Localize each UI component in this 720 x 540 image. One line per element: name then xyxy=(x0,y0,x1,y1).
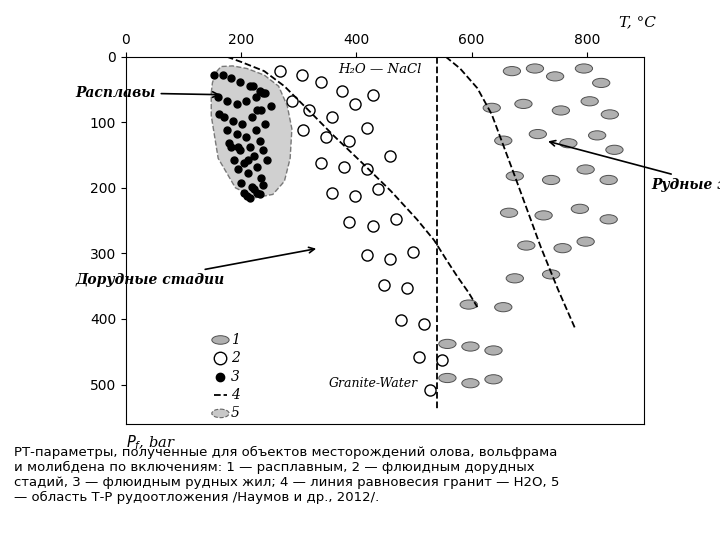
Ellipse shape xyxy=(575,64,593,73)
Polygon shape xyxy=(211,66,292,198)
Ellipse shape xyxy=(518,241,535,250)
Ellipse shape xyxy=(529,130,546,139)
Ellipse shape xyxy=(526,64,544,73)
Ellipse shape xyxy=(581,97,598,106)
Ellipse shape xyxy=(460,300,477,309)
Ellipse shape xyxy=(577,237,594,246)
Ellipse shape xyxy=(483,103,500,112)
Ellipse shape xyxy=(542,270,559,279)
Ellipse shape xyxy=(600,176,617,185)
Ellipse shape xyxy=(462,342,479,351)
Ellipse shape xyxy=(600,215,617,224)
Ellipse shape xyxy=(495,302,512,312)
Text: 4: 4 xyxy=(231,388,240,402)
Ellipse shape xyxy=(577,165,594,174)
Ellipse shape xyxy=(593,78,610,87)
Ellipse shape xyxy=(438,374,456,382)
Ellipse shape xyxy=(554,244,571,253)
Ellipse shape xyxy=(601,110,618,119)
Ellipse shape xyxy=(506,274,523,283)
Ellipse shape xyxy=(535,211,552,220)
Text: 3: 3 xyxy=(231,370,240,384)
Text: 1: 1 xyxy=(231,333,240,347)
Text: Расплавы: Расплавы xyxy=(76,86,218,100)
Text: 2: 2 xyxy=(231,352,240,366)
Text: Рудные жилы: Рудные жилы xyxy=(550,140,720,192)
Ellipse shape xyxy=(503,66,521,76)
Ellipse shape xyxy=(546,72,564,81)
Ellipse shape xyxy=(495,136,512,145)
Ellipse shape xyxy=(571,204,588,213)
Ellipse shape xyxy=(552,106,570,115)
Text: 5: 5 xyxy=(231,407,240,421)
Ellipse shape xyxy=(212,336,229,344)
Ellipse shape xyxy=(542,176,559,185)
Ellipse shape xyxy=(212,409,229,417)
Ellipse shape xyxy=(515,99,532,109)
Ellipse shape xyxy=(500,208,518,217)
Ellipse shape xyxy=(588,131,606,140)
Ellipse shape xyxy=(438,339,456,348)
Ellipse shape xyxy=(506,172,523,180)
Ellipse shape xyxy=(606,145,623,154)
Text: РТ-параметры, полученные для объектов месторождений олова, вольфрама
и молибдена: РТ-параметры, полученные для объектов ме… xyxy=(14,446,559,504)
Text: H₂O — NaCl: H₂O — NaCl xyxy=(338,63,421,76)
Ellipse shape xyxy=(559,139,577,148)
Text: Granite-Water: Granite-Water xyxy=(329,377,418,390)
Text: T, °C: T, °C xyxy=(619,15,656,29)
Ellipse shape xyxy=(462,379,479,388)
Text: Дорудные стадии: Дорудные стадии xyxy=(76,247,315,287)
Ellipse shape xyxy=(485,375,502,384)
Ellipse shape xyxy=(485,346,502,355)
Text: $P_f$, bar: $P_f$, bar xyxy=(126,434,176,453)
